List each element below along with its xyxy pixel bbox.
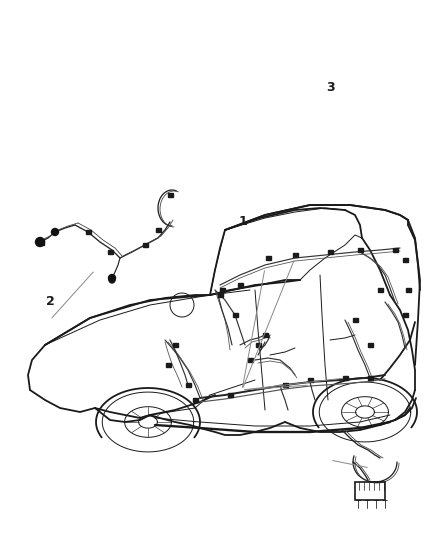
Bar [142,243,148,247]
Bar [293,253,297,257]
Bar [378,288,382,292]
Circle shape [109,277,115,283]
Bar [173,343,177,347]
Bar [255,343,261,347]
Bar [328,251,332,254]
Bar [167,193,173,197]
Bar [218,293,223,297]
Text: 1: 1 [239,215,247,228]
Bar [353,318,357,322]
Bar [307,378,312,382]
Bar [262,333,268,337]
Bar [233,313,237,317]
Bar [392,248,398,252]
Bar [367,376,372,379]
Bar [406,288,410,292]
Bar [155,228,160,232]
Bar [403,259,407,262]
Text: 3: 3 [326,82,335,94]
Bar [367,343,372,347]
Bar [166,364,170,367]
Bar [283,383,287,387]
Bar [85,230,91,234]
Bar [403,313,407,317]
Bar [357,248,363,252]
Bar [247,358,252,362]
Bar [227,393,233,397]
Text: 2: 2 [46,295,55,308]
Bar [237,283,243,287]
Bar [219,288,225,292]
Bar [186,383,191,387]
Circle shape [35,238,45,246]
Bar [265,256,271,260]
Circle shape [109,274,116,281]
Circle shape [52,229,59,236]
Bar [192,398,198,402]
Bar [343,376,347,379]
Bar [107,250,113,254]
Bar [36,239,43,245]
